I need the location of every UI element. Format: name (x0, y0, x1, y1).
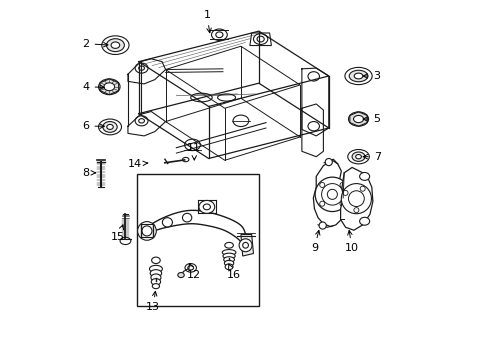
Ellipse shape (223, 257, 234, 262)
Ellipse shape (151, 257, 160, 264)
Polygon shape (241, 234, 253, 256)
Ellipse shape (351, 152, 364, 161)
Circle shape (325, 158, 332, 166)
Circle shape (360, 186, 365, 191)
Text: 15: 15 (111, 225, 125, 242)
Text: 7: 7 (363, 152, 380, 162)
Polygon shape (100, 79, 119, 95)
Ellipse shape (102, 122, 117, 132)
Text: 5: 5 (363, 114, 380, 124)
Ellipse shape (104, 83, 115, 91)
Circle shape (314, 177, 349, 212)
Text: 9: 9 (310, 230, 319, 253)
Text: 10: 10 (345, 230, 358, 253)
Text: 14: 14 (128, 159, 147, 169)
Ellipse shape (224, 264, 233, 270)
Ellipse shape (152, 284, 159, 289)
Ellipse shape (223, 253, 235, 259)
Ellipse shape (359, 217, 369, 225)
Polygon shape (313, 160, 349, 226)
Ellipse shape (182, 213, 191, 222)
Ellipse shape (150, 270, 162, 277)
Ellipse shape (355, 154, 361, 159)
Circle shape (353, 208, 358, 213)
Ellipse shape (137, 222, 156, 240)
Circle shape (321, 184, 343, 205)
Ellipse shape (151, 279, 160, 285)
Circle shape (339, 201, 345, 206)
Polygon shape (340, 167, 372, 230)
Text: 2: 2 (82, 39, 108, 49)
Circle shape (319, 222, 325, 229)
Circle shape (342, 190, 347, 195)
Text: 4: 4 (82, 82, 104, 92)
Ellipse shape (178, 273, 184, 278)
Text: 16: 16 (226, 264, 240, 280)
Ellipse shape (222, 249, 235, 255)
Ellipse shape (111, 42, 120, 48)
Ellipse shape (106, 125, 113, 130)
Ellipse shape (239, 239, 251, 252)
Ellipse shape (348, 70, 367, 82)
Circle shape (339, 183, 345, 188)
Text: 11: 11 (187, 143, 201, 160)
Ellipse shape (106, 39, 124, 51)
Text: 1: 1 (203, 10, 211, 33)
Circle shape (319, 201, 324, 206)
Ellipse shape (199, 201, 214, 213)
Ellipse shape (224, 260, 233, 266)
Text: 3: 3 (363, 71, 380, 81)
Circle shape (319, 183, 324, 188)
Ellipse shape (353, 116, 363, 123)
Circle shape (341, 184, 371, 214)
Polygon shape (349, 112, 366, 126)
Circle shape (348, 191, 364, 207)
Ellipse shape (184, 264, 196, 272)
Ellipse shape (149, 265, 162, 273)
Text: 13: 13 (146, 291, 160, 312)
Ellipse shape (151, 274, 161, 281)
Bar (137, 174, 258, 306)
Text: 8: 8 (82, 168, 95, 178)
Ellipse shape (224, 242, 233, 248)
Text: 12: 12 (187, 264, 201, 280)
Text: 6: 6 (82, 121, 104, 131)
Circle shape (326, 189, 337, 199)
Ellipse shape (162, 218, 172, 227)
Ellipse shape (353, 73, 362, 79)
Ellipse shape (359, 172, 369, 180)
